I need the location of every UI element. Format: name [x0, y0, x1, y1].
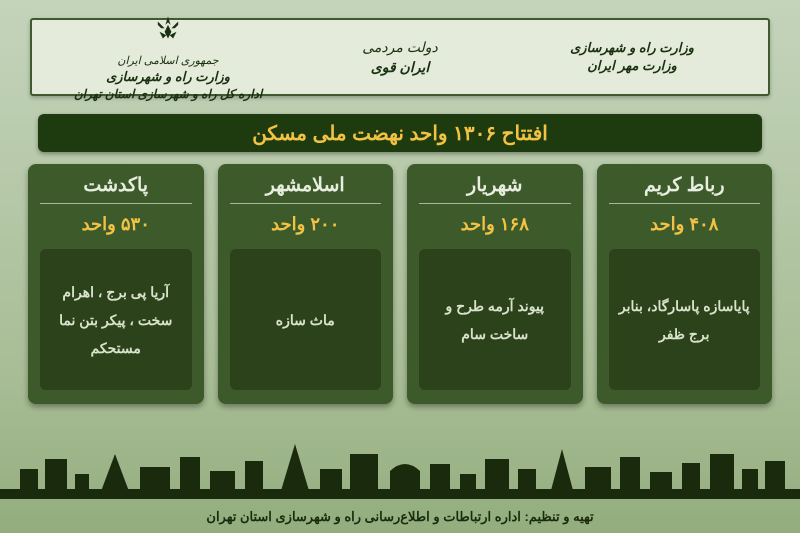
header-right-block: جمهوری اسلامی ایران وزارت راه و شهرسازی …: [52, 13, 284, 101]
city-name: رباط کریم: [609, 174, 761, 204]
city-body-text: پیوند آرمه طرح و ساخت سام: [429, 292, 561, 348]
city-body-text: ماث سازه: [276, 306, 335, 334]
city-body-text: آریا پی برج ، اهرام سخت ، پیکر بتن نما م…: [50, 278, 182, 362]
cards-row: پاکدشت ۵۳۰ واحد آریا پی برج ، اهرام سخت …: [28, 164, 772, 404]
header-left-block: وزارت راه و شهرسازی وزارت مهر ایران: [516, 40, 748, 74]
main-title-bar: افتتاح ۱۳۰۶ واحد نهضت ملی مسکن: [38, 114, 762, 152]
city-units: ۴۰۸ واحد: [609, 214, 761, 235]
city-name: پاکدشت: [40, 174, 192, 204]
header-right-line3: اداره کل راه و شهرسازی استان تهران: [52, 87, 284, 101]
city-body: آریا پی برج ، اهرام سخت ، پیکر بتن نما م…: [40, 249, 192, 390]
header-right-line2: وزارت راه و شهرسازی: [52, 69, 284, 85]
header-box: جمهوری اسلامی ایران وزارت راه و شهرسازی …: [30, 18, 770, 96]
skyline-icon: [0, 439, 800, 499]
city-body-text: پایاسازه پاسارگاد، بنابر برج ظفر: [619, 292, 751, 348]
city-card: رباط کریم ۴۰۸ واحد پایاسازه پاسارگاد، بن…: [597, 164, 773, 404]
city-card: اسلامشهر ۲۰۰ واحد ماث سازه: [218, 164, 394, 404]
infographic-page: جمهوری اسلامی ایران وزارت راه و شهرسازی …: [0, 0, 800, 533]
header-center-line2: ایران قوی: [284, 59, 516, 76]
city-units: ۲۰۰ واحد: [230, 214, 382, 235]
city-card: پاکدشت ۵۳۰ واحد آریا پی برج ، اهرام سخت …: [28, 164, 204, 404]
iran-emblem-icon: [151, 13, 185, 47]
main-title-text: افتتاح ۱۳۰۶ واحد نهضت ملی مسکن: [252, 121, 548, 146]
city-name: شهریار: [419, 174, 571, 204]
city-units: ۱۶۸ واحد: [419, 214, 571, 235]
header-center-line1: دولت مردمی: [284, 39, 516, 56]
city-units: ۵۳۰ واحد: [40, 214, 192, 235]
footer-credit: تهیه و تنظیم: اداره ارتباطات و اطلاع‌رسا…: [0, 509, 800, 525]
header-left-line2: وزارت مهر ایران: [516, 58, 748, 74]
city-body: ماث سازه: [230, 249, 382, 390]
city-name: اسلامشهر: [230, 174, 382, 204]
city-body: پایاسازه پاسارگاد، بنابر برج ظفر: [609, 249, 761, 390]
header-left-line1: وزارت راه و شهرسازی: [516, 40, 748, 56]
header-right-line1: جمهوری اسلامی ایران: [52, 54, 284, 67]
city-card: شهریار ۱۶۸ واحد پیوند آرمه طرح و ساخت سا…: [407, 164, 583, 404]
city-body: پیوند آرمه طرح و ساخت سام: [419, 249, 571, 390]
header-center-block: دولت مردمی ایران قوی: [284, 39, 516, 76]
